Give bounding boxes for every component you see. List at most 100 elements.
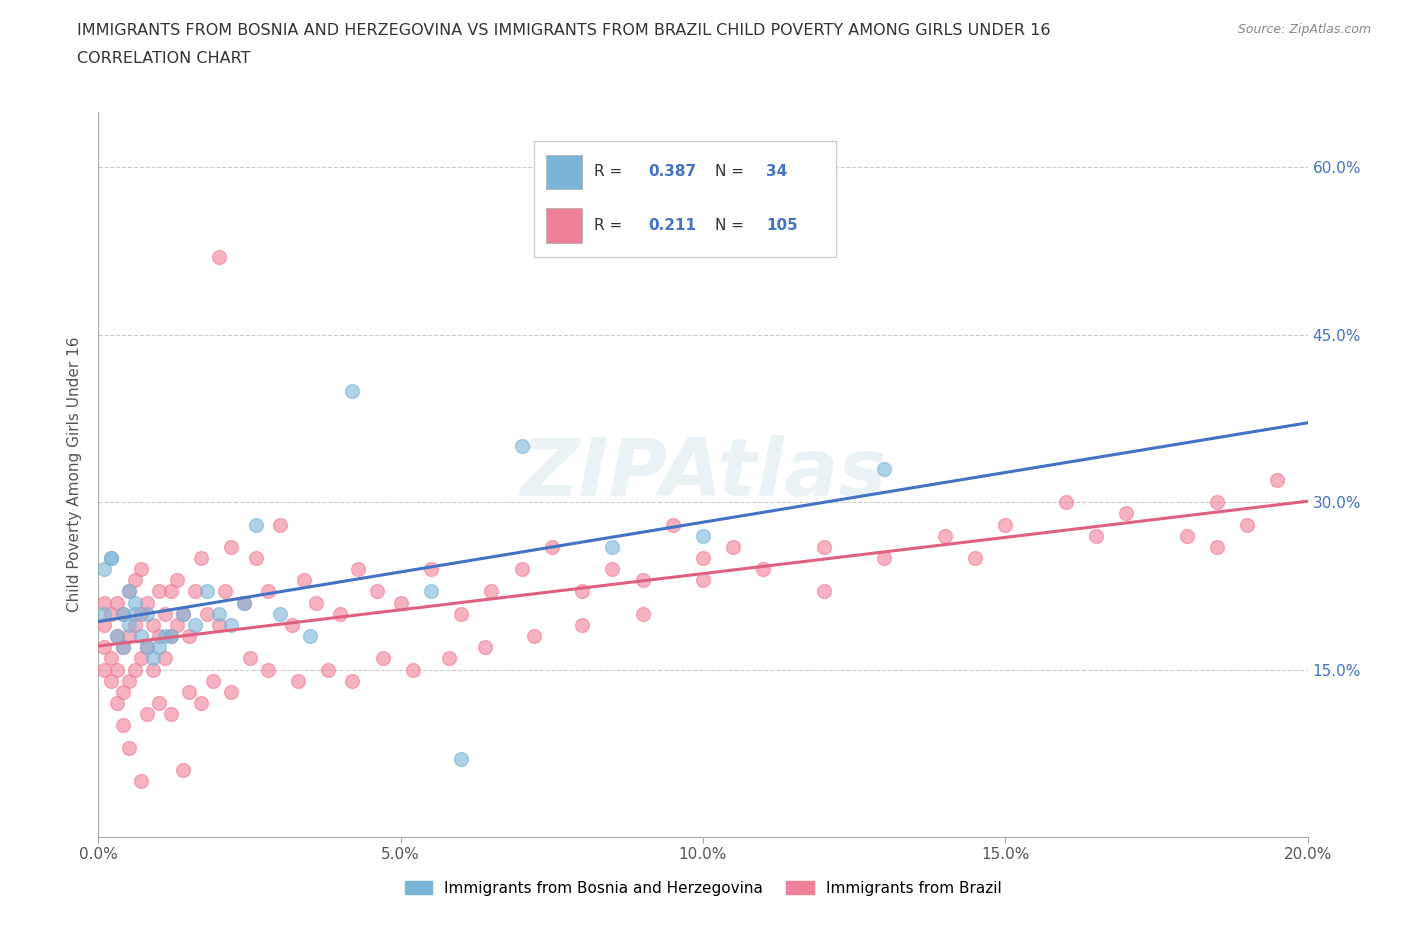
Point — [366, 584, 388, 599]
Point — [813, 584, 835, 599]
Point — [208, 618, 231, 632]
Point — [93, 606, 115, 621]
Point — [93, 595, 115, 610]
Point — [692, 551, 714, 565]
Point — [105, 595, 128, 610]
Text: CORRELATION CHART: CORRELATION CHART — [77, 51, 250, 66]
Point — [118, 584, 141, 599]
Point — [239, 651, 262, 666]
Point — [316, 662, 339, 677]
Point — [269, 606, 291, 621]
Point — [124, 662, 146, 677]
Point — [195, 584, 218, 599]
Point — [221, 684, 243, 699]
Point — [100, 551, 122, 565]
Point — [221, 539, 243, 554]
Point — [510, 562, 533, 577]
Text: Source: ZipAtlas.com: Source: ZipAtlas.com — [1237, 23, 1371, 36]
Point — [723, 539, 745, 554]
Point — [148, 584, 170, 599]
Point — [1236, 517, 1258, 532]
Point — [571, 584, 593, 599]
Point — [111, 640, 134, 655]
Point — [153, 629, 176, 644]
Point — [965, 551, 987, 565]
Point — [135, 707, 157, 722]
Point — [129, 606, 152, 621]
Point — [692, 528, 714, 543]
Point — [93, 662, 115, 677]
Point — [195, 606, 218, 621]
Point — [208, 606, 231, 621]
Point — [571, 618, 593, 632]
Point — [184, 584, 207, 599]
Point — [93, 618, 115, 632]
Point — [111, 640, 134, 655]
Point — [166, 573, 188, 588]
Point — [93, 640, 115, 655]
Point — [661, 517, 683, 532]
Point — [232, 595, 254, 610]
Point — [172, 763, 194, 777]
Point — [245, 517, 267, 532]
Point — [994, 517, 1017, 532]
Point — [342, 673, 364, 688]
Point — [124, 618, 146, 632]
Point — [179, 684, 201, 699]
Point — [105, 629, 128, 644]
Point — [934, 528, 956, 543]
Point — [631, 573, 654, 588]
Point — [124, 595, 146, 610]
Point — [510, 439, 533, 454]
Point — [752, 562, 775, 577]
Point — [256, 662, 278, 677]
Point — [148, 629, 170, 644]
Point — [135, 595, 157, 610]
Point — [342, 383, 364, 398]
Point — [450, 606, 472, 621]
Point — [129, 651, 152, 666]
Point — [135, 640, 157, 655]
Point — [602, 562, 624, 577]
Point — [1206, 495, 1229, 510]
Point — [148, 696, 170, 711]
Point — [256, 584, 278, 599]
Point — [402, 662, 425, 677]
Point — [1054, 495, 1077, 510]
Point — [221, 618, 243, 632]
Point — [129, 629, 152, 644]
Point — [1115, 506, 1137, 521]
Point — [523, 629, 546, 644]
Point — [135, 606, 157, 621]
Point — [1267, 472, 1289, 487]
Y-axis label: Child Poverty Among Girls Under 16: Child Poverty Among Girls Under 16 — [67, 337, 83, 612]
Point — [166, 618, 188, 632]
Point — [129, 562, 152, 577]
Point — [602, 539, 624, 554]
Point — [100, 551, 122, 565]
Point — [287, 673, 309, 688]
Point — [420, 562, 443, 577]
Point — [540, 539, 562, 554]
Point — [1085, 528, 1108, 543]
Point — [129, 774, 152, 789]
Point — [111, 606, 134, 621]
Point — [93, 562, 115, 577]
Point — [281, 618, 304, 632]
Point — [299, 629, 322, 644]
Point — [100, 673, 122, 688]
Point — [111, 684, 134, 699]
Point — [105, 629, 128, 644]
Point — [873, 551, 896, 565]
Point — [202, 673, 225, 688]
Point — [190, 696, 212, 711]
Point — [474, 640, 496, 655]
Point — [1206, 539, 1229, 554]
Point — [1175, 528, 1198, 543]
Point — [142, 618, 165, 632]
Point — [160, 584, 183, 599]
Point — [118, 740, 141, 755]
Point — [135, 640, 157, 655]
Point — [450, 751, 472, 766]
Point — [813, 539, 835, 554]
